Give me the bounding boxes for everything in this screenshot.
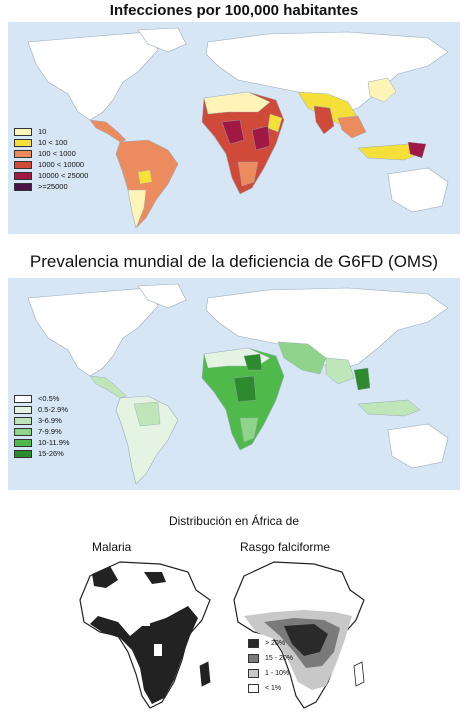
legend-label: 1000 < 10000 xyxy=(38,160,85,169)
legend-item: 0.5-2.9% xyxy=(14,404,70,415)
legend-item: > 20% xyxy=(248,636,293,651)
legend-item: 15-26% xyxy=(14,448,70,459)
map1-legend: 10 10 < 100 100 < 1000 1000 < 10000 1000… xyxy=(14,126,88,192)
legend-item: 7-9.9% xyxy=(14,426,70,437)
legend-swatch xyxy=(14,182,32,191)
legend-label: > 20% xyxy=(265,640,286,647)
legend-swatch xyxy=(248,654,259,663)
legend-label: 10000 < 25000 xyxy=(38,171,89,180)
legend-label: 10 xyxy=(38,127,47,136)
legend-swatch xyxy=(248,669,259,678)
legend-label: 10-11.9% xyxy=(38,438,70,447)
legend-label: < 1% xyxy=(265,685,282,692)
legend-label: 1 - 10% xyxy=(265,670,290,677)
legend-swatch xyxy=(14,171,32,180)
legend-label: 15 - 20% xyxy=(265,655,294,662)
map2-legend: <0.5% 0.5-2.9% 3-6.9% 7-9.9% 10-11.9% 15… xyxy=(14,393,70,459)
legend-item: >=25000 xyxy=(14,181,88,192)
map2-title: Prevalencia mundial de la deficiencia de… xyxy=(29,252,439,271)
legend-swatch xyxy=(248,684,259,693)
legend-label: 3-6.9% xyxy=(38,416,62,425)
legend-swatch xyxy=(14,160,32,169)
g6pd-world-map xyxy=(8,278,460,490)
map1-title: Infecciones por 100,000 habitantes xyxy=(109,2,359,19)
infections-world-map xyxy=(8,22,460,234)
africa-title: Distribución en África de xyxy=(168,514,300,528)
legend-label: 15-26% xyxy=(38,449,64,458)
legend-swatch xyxy=(14,405,32,414)
legend-label: 100 < 1000 xyxy=(38,149,76,158)
legend-item: 15 - 20% xyxy=(248,651,293,666)
legend-label: >=25000 xyxy=(38,182,68,191)
legend-label: 0.5-2.9% xyxy=(38,405,69,414)
legend-label: 10 < 100 xyxy=(38,138,68,147)
sickle-legend: > 20% 15 - 20% 1 - 10% < 1% xyxy=(248,636,293,696)
legend-swatch xyxy=(14,416,32,425)
legend-swatch xyxy=(14,127,32,136)
legend-swatch xyxy=(14,394,32,403)
africa-malaria-map xyxy=(79,561,211,709)
sickle-trait-label: Rasgo falciforme xyxy=(240,540,331,554)
legend-item: 1000 < 10000 xyxy=(14,159,88,170)
legend-swatch xyxy=(248,639,259,648)
legend-item: <0.5% xyxy=(14,393,70,404)
legend-swatch xyxy=(14,149,32,158)
legend-swatch xyxy=(14,438,32,447)
legend-item: < 1% xyxy=(248,681,293,696)
legend-item: 1 - 10% xyxy=(248,666,293,681)
africa-sickle-trait-map xyxy=(233,561,365,709)
legend-label: <0.5% xyxy=(38,394,60,403)
legend-swatch xyxy=(14,138,32,147)
legend-swatch xyxy=(14,427,32,436)
legend-item: 100 < 1000 xyxy=(14,148,88,159)
malaria-label: Malaria xyxy=(92,540,132,554)
legend-label: 7-9.9% xyxy=(38,427,62,436)
legend-swatch xyxy=(14,449,32,458)
legend-item: 10 xyxy=(14,126,88,137)
legend-item: 10-11.9% xyxy=(14,437,70,448)
legend-item: 10 < 100 xyxy=(14,137,88,148)
legend-item: 10000 < 25000 xyxy=(14,170,88,181)
legend-item: 3-6.9% xyxy=(14,415,70,426)
